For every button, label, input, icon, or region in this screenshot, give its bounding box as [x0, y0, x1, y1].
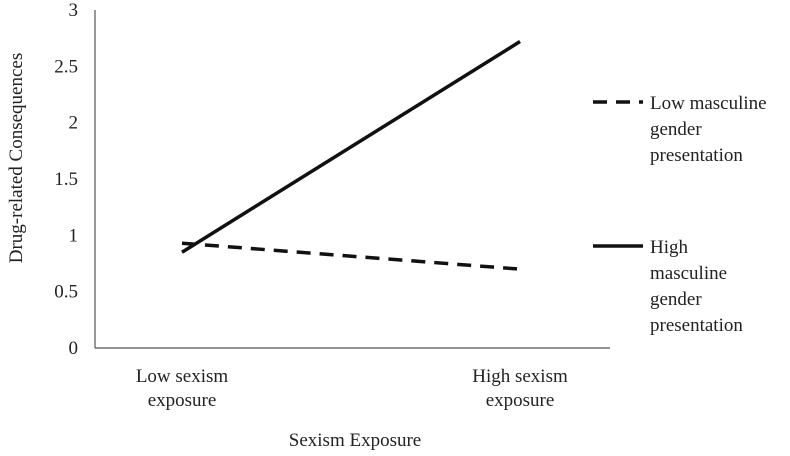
x-category-label: exposure [486, 390, 555, 411]
legend-label: masculine [650, 263, 727, 284]
y-tick-label: 2.5 [54, 56, 78, 77]
legend-label: Low masculine [650, 93, 767, 114]
y-tick-label: 3 [69, 0, 79, 21]
axes [94, 10, 610, 349]
legend-label: High [650, 237, 689, 258]
x-category-labels: Low sexism exposure High sexism exposure [136, 366, 568, 411]
legend-label: gender [650, 119, 702, 140]
x-category-label: High sexism [472, 366, 568, 387]
y-tick-label: 0 [69, 338, 79, 359]
series-lines [181, 40, 521, 271]
series-line-high-masculine [181, 40, 521, 254]
y-tick-label: 1.5 [54, 169, 78, 190]
x-axis-title: Sexism Exposure [289, 430, 421, 451]
legend: Low masculine gender presentation High mascu… [593, 93, 767, 336]
legend-label: presentation [650, 315, 743, 336]
y-tick-labels: 0 0.5 1 1.5 2 2.5 3 [54, 0, 78, 359]
y-tick-label: 0.5 [54, 282, 78, 303]
legend-label: presentation [650, 145, 743, 166]
y-axis-title: Drug-related Consequences [6, 53, 27, 264]
series-line-low-masculine [181, 241, 521, 271]
x-category-label: Low sexism [136, 366, 229, 387]
y-tick-label: 1 [69, 225, 79, 246]
y-tick-label: 2 [69, 113, 79, 134]
x-category-label: exposure [148, 390, 217, 411]
legend-label: gender [650, 289, 702, 310]
